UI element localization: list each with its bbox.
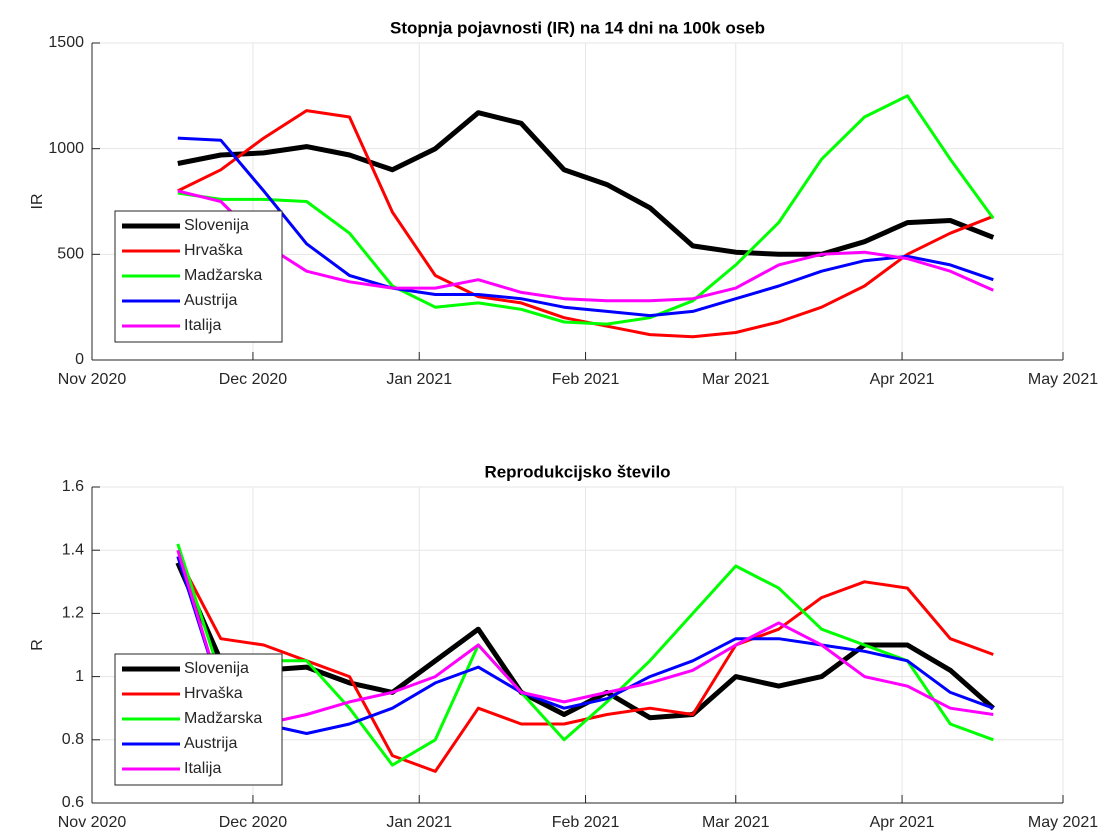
series-line bbox=[177, 94, 995, 326]
y-tick-label: 1.6 bbox=[62, 478, 84, 495]
legend: Slovenija Hrvaška Madžarska Austrija Italija bbox=[114, 653, 283, 786]
chart: Nov 2020 Dec 2020 Jan 2021 Feb 2021 Mar 2021… bbox=[29, 18, 1098, 388]
x-tick-label: Feb 2021 bbox=[552, 371, 620, 388]
y-tick-label: 500 bbox=[57, 246, 84, 263]
series-line bbox=[177, 110, 995, 257]
x-tick-label: Nov 2020 bbox=[58, 814, 127, 831]
legend-label: Slovenija bbox=[184, 660, 249, 677]
y-tick-label: 0 bbox=[75, 351, 84, 368]
series-line bbox=[176, 556, 994, 735]
x-tick-label: Mar 2021 bbox=[702, 371, 770, 388]
series-line bbox=[176, 549, 994, 726]
legend-label: Madžarska bbox=[184, 267, 262, 284]
y-tick-label: 0.8 bbox=[62, 731, 84, 748]
y-tick-label: 1.2 bbox=[62, 605, 84, 622]
x-tick-label: Apr 2021 bbox=[870, 814, 935, 831]
legend-label: Austrija bbox=[184, 292, 237, 309]
chart-title: Reprodukcijsko število bbox=[484, 462, 670, 481]
legend-label: Italija bbox=[184, 317, 221, 334]
legend-label: Slovenija bbox=[184, 217, 249, 234]
chart-title: Stopnja pojavnosti (IR) na 14 dni na 100… bbox=[390, 18, 765, 37]
legend-label: Hrvaška bbox=[184, 685, 243, 702]
y-tick-label: 0.6 bbox=[62, 794, 84, 811]
x-tick-label: May 2021 bbox=[1028, 371, 1098, 388]
legend: Slovenija Hrvaška Madžarska Austrija Italija bbox=[114, 210, 283, 343]
x-tick-label: Dec 2020 bbox=[219, 814, 288, 831]
legend-label: Madžarska bbox=[184, 710, 262, 727]
legend-label: Austrija bbox=[184, 735, 237, 752]
x-tick-label: Nov 2020 bbox=[58, 371, 127, 388]
y-tick-label: 1500 bbox=[48, 34, 84, 51]
y-tick-label: 1000 bbox=[48, 140, 84, 157]
x-tick-label: Dec 2020 bbox=[219, 371, 288, 388]
legend-label: Hrvaška bbox=[184, 242, 243, 259]
series-line bbox=[177, 189, 994, 303]
series-line bbox=[176, 543, 994, 767]
legend-label: Italija bbox=[184, 760, 221, 777]
y-axis-label: R bbox=[29, 639, 46, 651]
y-axis-label: IR bbox=[29, 194, 46, 210]
x-tick-label: Jan 2021 bbox=[386, 814, 452, 831]
x-tick-label: May 2021 bbox=[1028, 814, 1098, 831]
y-tick-label: 1 bbox=[75, 668, 84, 685]
y-tick-label: 1.4 bbox=[62, 541, 84, 558]
series-line bbox=[177, 136, 994, 318]
x-tick-label: Jan 2021 bbox=[386, 371, 452, 388]
x-tick-label: Mar 2021 bbox=[702, 814, 770, 831]
chart: Nov 2020 Dec 2020 Jan 2021 Feb 2021 Mar 2021… bbox=[29, 462, 1098, 831]
x-tick-label: Apr 2021 bbox=[870, 371, 935, 388]
x-tick-label: Feb 2021 bbox=[552, 814, 620, 831]
